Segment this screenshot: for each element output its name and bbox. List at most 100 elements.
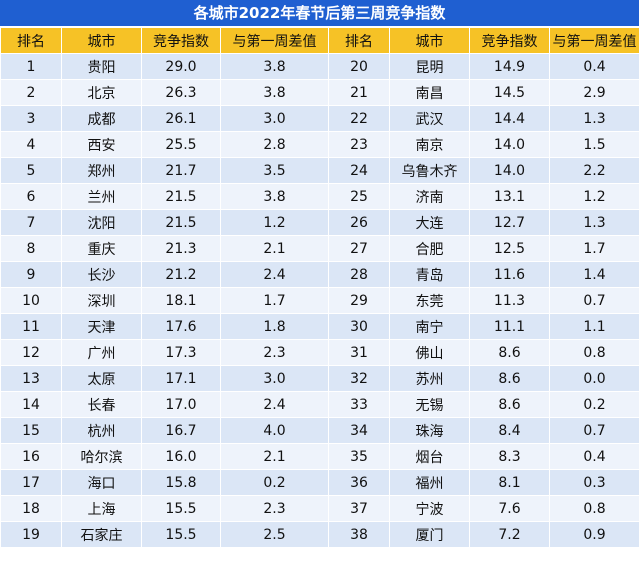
cell-index-left: 17.6 [141, 313, 221, 340]
cell-rank-left: 8 [0, 235, 62, 262]
cell-city-left: 广州 [61, 339, 142, 366]
table-row: 6 兰州 21.5 3.8 25 济南 13.1 1.2 [0, 183, 640, 210]
cell-city-left: 长沙 [61, 261, 142, 288]
cell-diff-right: 1.7 [549, 235, 640, 262]
cell-index-left: 15.8 [141, 469, 221, 496]
cell-city-left: 重庆 [61, 235, 142, 262]
cell-city-left: 贵阳 [61, 53, 142, 80]
cell-city-left: 成都 [61, 105, 142, 132]
cell-diff-left: 3.8 [220, 53, 329, 80]
cell-diff-left: 2.8 [220, 131, 329, 158]
cell-diff-left: 2.3 [220, 495, 329, 522]
cell-index-left: 16.0 [141, 443, 221, 470]
table-row: 15 杭州 16.7 4.0 34 珠海 8.4 0.7 [0, 417, 640, 444]
cell-city-left: 深圳 [61, 287, 142, 314]
header-diff-left: 与第一周差值 [220, 27, 329, 54]
cell-city-right: 合肥 [389, 235, 470, 262]
cell-diff-left: 4.0 [220, 417, 329, 444]
header-rank-right: 排名 [328, 27, 390, 54]
cell-rank-left: 12 [0, 339, 62, 366]
cell-index-left: 17.3 [141, 339, 221, 366]
cell-rank-right: 29 [328, 287, 390, 314]
cell-city-right: 福州 [389, 469, 470, 496]
ranking-table: 排名 城市 竞争指数 与第一周差值 排名 城市 竞争指数 与第一周差值 1 贵阳 2… [0, 27, 640, 548]
cell-diff-left: 1.2 [220, 209, 329, 236]
cell-city-left: 兰州 [61, 183, 142, 210]
table-row: 17 海口 15.8 0.2 36 福州 8.1 0.3 [0, 469, 640, 496]
table-row: 2 北京 26.3 3.8 21 南昌 14.5 2.9 [0, 79, 640, 106]
cell-diff-left: 2.4 [220, 261, 329, 288]
table-row: 9 长沙 21.2 2.4 28 青岛 11.6 1.4 [0, 261, 640, 288]
cell-index-right: 12.5 [469, 235, 550, 262]
cell-city-right: 大连 [389, 209, 470, 236]
cell-rank-left: 10 [0, 287, 62, 314]
cell-city-right: 乌鲁木齐 [389, 157, 470, 184]
cell-city-right: 武汉 [389, 105, 470, 132]
cell-index-left: 29.0 [141, 53, 221, 80]
cell-rank-right: 27 [328, 235, 390, 262]
cell-city-right: 苏州 [389, 365, 470, 392]
cell-rank-left: 15 [0, 417, 62, 444]
cell-index-right: 8.3 [469, 443, 550, 470]
cell-rank-right: 21 [328, 79, 390, 106]
table-body: 1 贵阳 29.0 3.8 20 昆明 14.9 0.4 2 北京 26.3 3.8 21 南昌 14.5 2… [0, 53, 640, 548]
cell-diff-right: 0.9 [549, 521, 640, 548]
cell-city-right: 烟台 [389, 443, 470, 470]
table-row: 16 哈尔滨 16.0 2.1 35 烟台 8.3 0.4 [0, 443, 640, 470]
cell-index-left: 15.5 [141, 521, 221, 548]
cell-rank-left: 13 [0, 365, 62, 392]
table-row: 19 石家庄 15.5 2.5 38 厦门 7.2 0.9 [0, 521, 640, 548]
cell-index-right: 11.6 [469, 261, 550, 288]
cell-rank-left: 2 [0, 79, 62, 106]
cell-city-left: 天津 [61, 313, 142, 340]
ranking-table-container: 各城市2022年春节后第三周竞争指数 排名 城市 竞争指数 与第一周差值 排名 … [0, 0, 640, 548]
cell-diff-left: 3.8 [220, 183, 329, 210]
cell-index-right: 8.6 [469, 339, 550, 366]
cell-index-left: 18.1 [141, 287, 221, 314]
cell-city-right: 佛山 [389, 339, 470, 366]
cell-diff-right: 0.7 [549, 417, 640, 444]
cell-city-right: 南宁 [389, 313, 470, 340]
cell-rank-left: 4 [0, 131, 62, 158]
cell-diff-right: 2.9 [549, 79, 640, 106]
cell-rank-right: 36 [328, 469, 390, 496]
cell-index-right: 13.1 [469, 183, 550, 210]
cell-city-left: 海口 [61, 469, 142, 496]
cell-index-left: 21.5 [141, 183, 221, 210]
cell-rank-right: 30 [328, 313, 390, 340]
cell-index-right: 11.1 [469, 313, 550, 340]
cell-index-left: 15.5 [141, 495, 221, 522]
cell-index-right: 7.6 [469, 495, 550, 522]
cell-index-right: 8.1 [469, 469, 550, 496]
cell-rank-right: 23 [328, 131, 390, 158]
cell-diff-left: 2.3 [220, 339, 329, 366]
header-index-left: 竞争指数 [141, 27, 221, 54]
table-row: 1 贵阳 29.0 3.8 20 昆明 14.9 0.4 [0, 53, 640, 80]
cell-diff-right: 0.8 [549, 339, 640, 366]
cell-rank-left: 11 [0, 313, 62, 340]
cell-city-right: 南昌 [389, 79, 470, 106]
cell-city-right: 青岛 [389, 261, 470, 288]
cell-city-right: 厦门 [389, 521, 470, 548]
cell-rank-right: 35 [328, 443, 390, 470]
cell-city-left: 上海 [61, 495, 142, 522]
cell-index-left: 21.3 [141, 235, 221, 262]
cell-rank-right: 28 [328, 261, 390, 288]
table-row: 3 成都 26.1 3.0 22 武汉 14.4 1.3 [0, 105, 640, 132]
cell-rank-left: 14 [0, 391, 62, 418]
cell-city-right: 昆明 [389, 53, 470, 80]
cell-index-right: 11.3 [469, 287, 550, 314]
cell-city-right: 南京 [389, 131, 470, 158]
cell-rank-left: 1 [0, 53, 62, 80]
cell-city-right: 宁波 [389, 495, 470, 522]
cell-index-right: 14.0 [469, 131, 550, 158]
cell-city-right: 东莞 [389, 287, 470, 314]
cell-city-left: 石家庄 [61, 521, 142, 548]
cell-diff-left: 3.0 [220, 105, 329, 132]
header-rank-left: 排名 [0, 27, 62, 54]
cell-rank-left: 19 [0, 521, 62, 548]
table-row: 11 天津 17.6 1.8 30 南宁 11.1 1.1 [0, 313, 640, 340]
table-row: 12 广州 17.3 2.3 31 佛山 8.6 0.8 [0, 339, 640, 366]
cell-diff-left: 0.2 [220, 469, 329, 496]
cell-rank-left: 6 [0, 183, 62, 210]
